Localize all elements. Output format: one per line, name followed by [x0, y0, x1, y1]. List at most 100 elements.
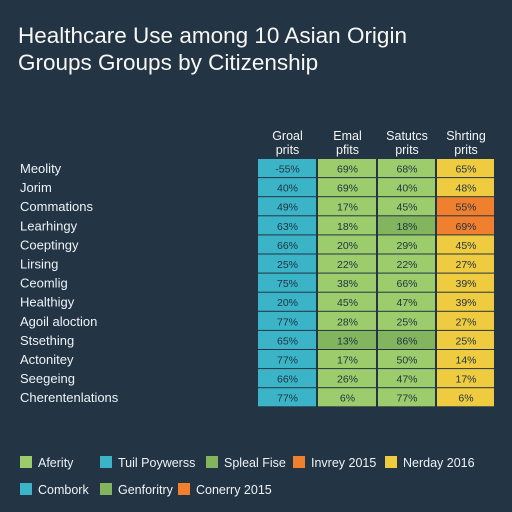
heat-cell [378, 235, 435, 254]
cell-value: 28% [337, 316, 358, 328]
heat-cell [318, 235, 376, 254]
heat-cell [258, 330, 316, 349]
row-label: Healthigy [20, 295, 75, 310]
row-label: Learhingy [20, 218, 78, 233]
heat-cell [318, 178, 376, 197]
heat-cell [437, 216, 494, 235]
heat-cell [318, 330, 376, 349]
cell-value: 40% [277, 183, 298, 195]
heat-cell [437, 178, 494, 197]
row-label: Commations [20, 199, 93, 214]
cell-value: 18% [337, 221, 358, 233]
heat-cell [437, 330, 494, 349]
row-label: Ceomlig [20, 276, 68, 291]
row-label: Lirsing [20, 257, 58, 272]
legend-swatch [385, 456, 397, 468]
legend-swatch [178, 483, 190, 495]
heat-cell [378, 369, 435, 388]
legend-item: Nerday 2016 [385, 455, 475, 471]
row-label: Cherentenlations [20, 390, 119, 405]
heat-cell [258, 197, 316, 216]
legend-label: Spleal Fise [224, 456, 286, 470]
legend-swatch [20, 456, 32, 468]
heat-cell [437, 254, 494, 273]
column-header-line-1: Emal [333, 129, 361, 143]
cell-value: 25% [396, 316, 417, 328]
legend-label: Aferity [38, 456, 74, 470]
column-header-line-1: Satutcs [386, 129, 428, 143]
cell-value: 38% [337, 278, 358, 290]
column-header-line-2: prits [276, 143, 300, 157]
heat-cell [378, 254, 435, 273]
cell-value: 66% [277, 240, 298, 252]
cell-value: 86% [396, 335, 417, 347]
row-label: Stsething [20, 333, 74, 348]
legend-label: Nerday 2016 [403, 456, 475, 470]
cell-value: 45% [455, 240, 476, 252]
cell-value: 77% [277, 393, 298, 405]
cell-value: 20% [277, 297, 298, 309]
cell-value: 20% [337, 240, 358, 252]
heat-cell [437, 197, 494, 216]
legend-label: Invrey 2015 [311, 456, 377, 470]
legend-item: Conerry 2015 [178, 482, 272, 498]
legend-swatch [20, 483, 32, 495]
cell-value: 13% [337, 335, 358, 347]
cell-value: 17% [455, 374, 476, 386]
heat-cell [318, 350, 376, 369]
legend-swatch [100, 483, 112, 495]
legend-item: Tuil Poywerss [100, 455, 195, 471]
legend-item: Genforitry [100, 482, 173, 498]
cell-value: 25% [277, 259, 298, 271]
heat-cell [318, 254, 376, 273]
cell-value: 75% [277, 278, 298, 290]
heat-cell [378, 292, 435, 311]
cell-value: 26% [337, 374, 358, 386]
cell-value: 45% [396, 202, 417, 214]
cell-value: 77% [277, 316, 298, 328]
cell-value: 65% [455, 164, 476, 176]
heat-cell [258, 292, 316, 311]
cell-value: 69% [337, 183, 358, 195]
row-label: Seegeing [20, 371, 75, 386]
heat-cell [437, 292, 494, 311]
heat-cell [378, 178, 435, 197]
cell-value: 22% [396, 259, 417, 271]
heat-cell [437, 273, 494, 292]
cell-value: 55% [455, 202, 476, 214]
column-header-line-2: prits [454, 143, 478, 157]
heat-cell [318, 216, 376, 235]
heat-cell [318, 197, 376, 216]
cell-value: 6% [458, 393, 473, 405]
cell-value: 18% [396, 221, 417, 233]
cell-value: 39% [455, 278, 476, 290]
heat-cell [437, 369, 494, 388]
heat-cell [258, 216, 316, 235]
cell-value: 39% [455, 297, 476, 309]
cell-value: 50% [396, 355, 417, 367]
column-header-line-2: prits [395, 143, 419, 157]
heat-cell [378, 330, 435, 349]
heat-cell [378, 216, 435, 235]
legend-swatch [100, 456, 112, 468]
heat-cell [318, 388, 376, 407]
heat-cell [378, 273, 435, 292]
legend-label: Conerry 2015 [196, 483, 272, 497]
cell-value: 66% [277, 374, 298, 386]
chart-title: Healthcare Use among 10 Asian Origin Gro… [18, 22, 498, 76]
heat-cell [258, 178, 316, 197]
heat-cell [437, 311, 494, 330]
heat-cell [258, 369, 316, 388]
chart-title-line-1: Healthcare Use among 10 Asian Origin [18, 23, 407, 48]
legend-item: Aferity [20, 455, 73, 471]
row-label: Actonitey [20, 352, 74, 367]
cell-value: 69% [337, 164, 358, 176]
cell-value: 49% [277, 202, 298, 214]
heat-cell [378, 159, 435, 178]
chart-title-line-2: Groups Groups by Citizenship [18, 50, 319, 75]
cell-value: 48% [455, 183, 476, 195]
cell-value: 25% [455, 335, 476, 347]
heat-cell [318, 292, 376, 311]
row-label: Coeptingy [20, 237, 79, 252]
cell-value: 66% [396, 278, 417, 290]
